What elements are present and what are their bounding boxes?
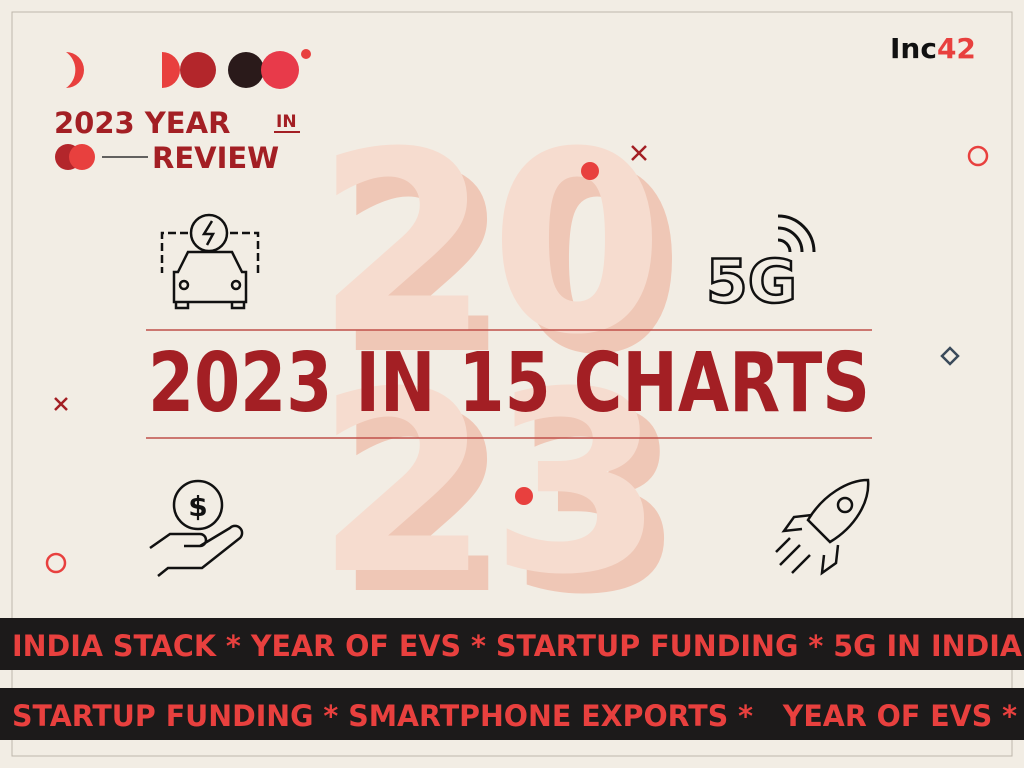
icon-part — [777, 214, 816, 253]
ev-icon — [160, 213, 260, 310]
bg-numeral: 20 — [316, 98, 664, 389]
dot — [581, 162, 599, 180]
icon-part — [806, 478, 870, 544]
main-title: 2023 IN 15 CHARTS — [148, 336, 870, 431]
badge-small: IN — [276, 112, 297, 132]
icon-part — [172, 250, 248, 310]
rocket-icon — [775, 478, 870, 576]
badge-line2: REVIEW — [152, 141, 279, 175]
icon-label: $ — [188, 490, 207, 523]
bg-numeral-shadow: 23 — [336, 358, 684, 649]
moon — [228, 52, 264, 88]
diamond — [940, 346, 960, 366]
ring — [45, 552, 67, 574]
cross — [631, 145, 647, 161]
cross — [54, 397, 68, 411]
banner-text: STARTUP FUNDING * SMARTPHONE EXPORTS * Y… — [12, 699, 1017, 733]
icon-label: 5G — [706, 247, 797, 317]
banner-band — [0, 688, 1024, 740]
moon — [261, 51, 299, 89]
decorations — [45, 145, 989, 574]
dot — [301, 49, 311, 59]
icon-part — [149, 524, 244, 577]
banner-text: INDIA STACK * YEAR OF EVS * STARTUP FUND… — [12, 629, 1023, 663]
ring — [967, 145, 989, 167]
bg-numeral: 23 — [316, 338, 664, 629]
icon-part — [775, 513, 840, 576]
badge-line1: 2023 YEAR — [54, 106, 230, 140]
logo-prefix: Inc — [890, 32, 937, 65]
banner-band — [0, 618, 1024, 670]
moon — [162, 52, 180, 88]
icon-part — [201, 220, 216, 246]
moon — [180, 52, 216, 88]
icon-part — [178, 279, 190, 291]
icon-part — [172, 479, 224, 531]
moon — [66, 52, 84, 88]
bg-numeral-shadow: 20 — [336, 118, 684, 409]
logo-suffix: 42 — [937, 32, 976, 65]
money-icon: $ — [149, 479, 244, 577]
icon-part — [230, 279, 242, 291]
badge-circle — [69, 144, 95, 170]
frame — [11, 11, 1013, 757]
5g-icon: 5G — [705, 214, 816, 318]
icon-part — [836, 496, 854, 514]
moon-phases — [66, 49, 311, 89]
dot — [515, 487, 533, 505]
logo: Inc42 — [890, 32, 976, 65]
background-numerals: 20 20 23 23 — [316, 98, 684, 649]
icon-part — [160, 231, 260, 273]
